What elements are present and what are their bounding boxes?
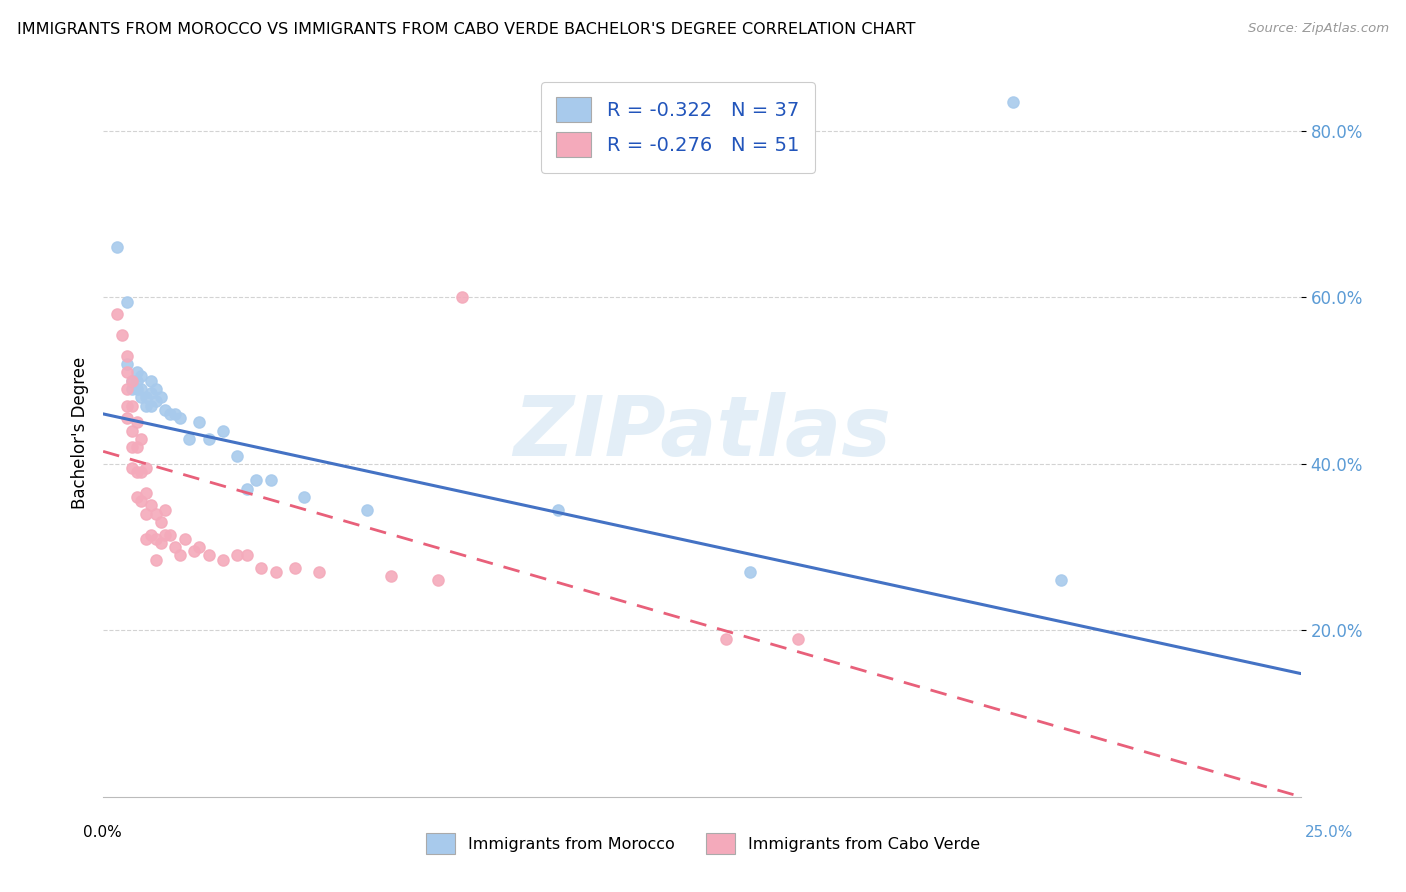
Point <box>284 561 307 575</box>
Point <box>145 552 167 566</box>
Point <box>197 549 219 563</box>
Point <box>135 486 157 500</box>
Point <box>121 440 143 454</box>
Point <box>115 411 138 425</box>
Point <box>145 394 167 409</box>
Point <box>135 532 157 546</box>
Point <box>159 407 181 421</box>
Point <box>264 565 287 579</box>
Point <box>155 402 177 417</box>
Point <box>131 465 153 479</box>
Point <box>125 374 148 388</box>
Point <box>125 415 148 429</box>
Point <box>1050 574 1073 588</box>
Point <box>115 357 138 371</box>
Point <box>115 382 138 396</box>
Legend: Immigrants from Morocco, Immigrants from Cabo Verde: Immigrants from Morocco, Immigrants from… <box>418 825 988 862</box>
Point <box>107 307 129 321</box>
Point <box>226 549 249 563</box>
Point <box>125 382 148 396</box>
Point <box>131 369 153 384</box>
Point <box>139 374 162 388</box>
Point <box>131 494 153 508</box>
Point <box>380 569 402 583</box>
Text: 0.0%: 0.0% <box>83 825 122 840</box>
Point <box>250 561 273 575</box>
Point <box>121 374 143 388</box>
Point <box>121 374 143 388</box>
Point <box>226 449 249 463</box>
Text: 25.0%: 25.0% <box>1305 825 1353 840</box>
Point <box>139 399 162 413</box>
Point <box>121 424 143 438</box>
Point <box>547 502 569 516</box>
Point <box>236 482 259 496</box>
Point <box>236 549 259 563</box>
Point <box>115 294 138 309</box>
Point <box>292 490 315 504</box>
Point <box>179 432 201 446</box>
Point <box>169 411 191 425</box>
Point <box>149 515 172 529</box>
Point <box>115 349 138 363</box>
Point <box>149 536 172 550</box>
Point <box>139 499 162 513</box>
Point <box>135 461 157 475</box>
Point <box>135 507 157 521</box>
Point <box>131 432 153 446</box>
Point <box>451 290 474 304</box>
Point <box>427 574 450 588</box>
Point <box>169 549 191 563</box>
Point <box>260 474 283 488</box>
Point <box>183 544 205 558</box>
Point <box>111 327 134 342</box>
Point <box>786 632 808 646</box>
Point <box>714 632 737 646</box>
Point <box>145 507 167 521</box>
Point <box>356 502 378 516</box>
Point <box>155 527 177 541</box>
Point <box>155 502 177 516</box>
Y-axis label: Bachelor's Degree: Bachelor's Degree <box>72 357 89 508</box>
Legend: R = -0.322   N = 37, R = -0.276   N = 51: R = -0.322 N = 37, R = -0.276 N = 51 <box>541 82 815 173</box>
Point <box>145 382 167 396</box>
Point <box>145 532 167 546</box>
Point <box>212 552 235 566</box>
Point <box>115 365 138 379</box>
Point <box>187 415 209 429</box>
Point <box>197 432 219 446</box>
Text: IMMIGRANTS FROM MOROCCO VS IMMIGRANTS FROM CABO VERDE BACHELOR'S DEGREE CORRELAT: IMMIGRANTS FROM MOROCCO VS IMMIGRANTS FR… <box>17 22 915 37</box>
Point <box>121 399 143 413</box>
Text: ZIPatlas: ZIPatlas <box>513 392 891 473</box>
Point <box>163 407 186 421</box>
Point <box>738 565 761 579</box>
Point <box>139 386 162 401</box>
Point <box>115 399 138 413</box>
Point <box>159 527 181 541</box>
Point <box>131 382 153 396</box>
Point <box>212 424 235 438</box>
Point <box>107 240 129 254</box>
Point <box>245 474 267 488</box>
Point <box>163 540 186 554</box>
Point <box>125 365 148 379</box>
Point <box>125 490 148 504</box>
Point <box>131 390 153 404</box>
Point <box>139 527 162 541</box>
Point <box>125 465 148 479</box>
Point <box>187 540 209 554</box>
Point <box>135 390 157 404</box>
Point <box>125 440 148 454</box>
Point <box>135 399 157 413</box>
Text: Source: ZipAtlas.com: Source: ZipAtlas.com <box>1249 22 1389 36</box>
Point <box>121 461 143 475</box>
Point <box>149 390 172 404</box>
Point <box>173 532 195 546</box>
Point <box>308 565 330 579</box>
Point <box>1002 95 1025 109</box>
Point <box>121 382 143 396</box>
